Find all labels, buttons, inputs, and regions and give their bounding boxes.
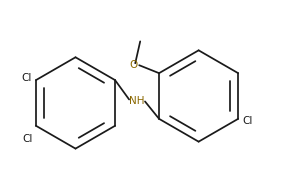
Text: Cl: Cl bbox=[22, 73, 32, 83]
Text: Cl: Cl bbox=[242, 116, 253, 126]
Text: Cl: Cl bbox=[23, 134, 33, 144]
Text: NH: NH bbox=[129, 96, 145, 106]
Text: O: O bbox=[129, 60, 137, 70]
